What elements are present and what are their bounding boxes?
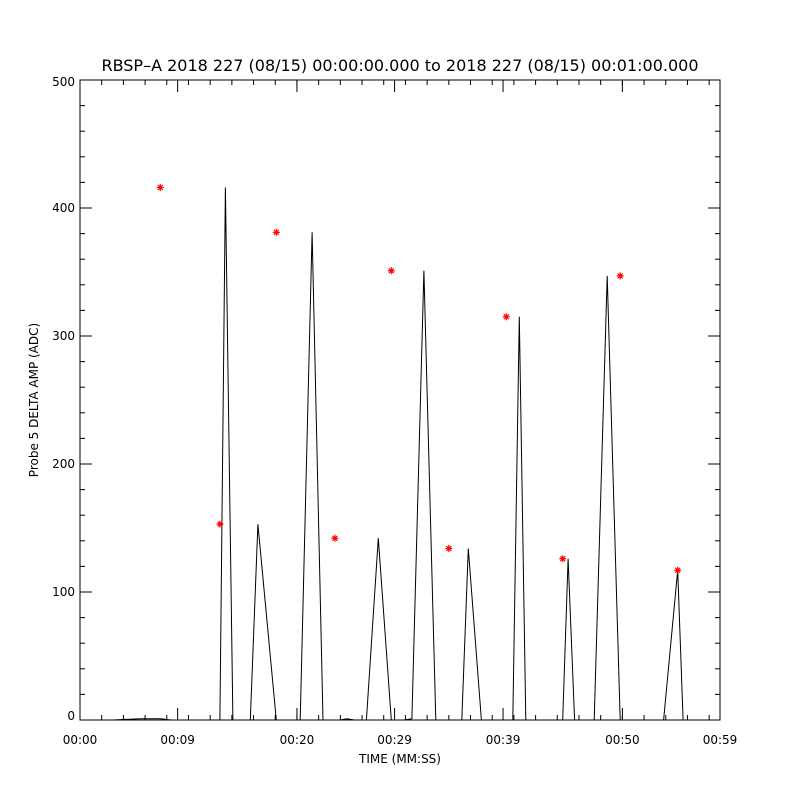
- series-lines: [80, 187, 720, 721]
- peak-marker-stroke: [273, 229, 280, 236]
- peak-marker: [674, 566, 682, 574]
- peak-marker-stroke: [559, 555, 566, 562]
- y-major-ticks: 0 100 200 300 400 500: [52, 75, 720, 723]
- x-tick-label: 00:09: [160, 733, 195, 747]
- peak-marker-stroke: [445, 545, 452, 552]
- peak-marker: [272, 228, 280, 236]
- plot-frame: [79, 79, 721, 721]
- y-tick-label: 200: [52, 457, 75, 471]
- peak-marker-stroke: [617, 272, 624, 279]
- x-tick-label: 00:50: [605, 733, 640, 747]
- peak-marker: [156, 184, 164, 192]
- peak-marker-stroke: [332, 535, 338, 542]
- series-line: [80, 187, 720, 721]
- x-minor-ticks: [101, 80, 710, 720]
- peak-marker: [387, 267, 395, 275]
- x-tick-label: 00:29: [377, 733, 412, 747]
- y-minor-ticks: [80, 79, 720, 721]
- y-tick-label: 0: [67, 709, 75, 723]
- peak-marker-stroke: [388, 267, 395, 274]
- peak-marker-stroke: [674, 567, 681, 574]
- chart-title: RBSP–A 2018 227 (08/15) 00:00:00.000 to …: [101, 56, 698, 75]
- x-major-ticks: 00:00 00:09 00:20 00:29 00:39 00:50 00:59: [63, 80, 738, 747]
- peak-marker: [616, 272, 624, 280]
- x-tick-label: 00:00: [63, 733, 98, 747]
- y-tick-label: 500: [52, 75, 75, 89]
- y-tick-label: 100: [52, 585, 75, 599]
- peak-marker: [445, 544, 453, 552]
- x-tick-label: 00:39: [486, 733, 521, 747]
- y-tick-label: 400: [52, 201, 75, 215]
- peak-marker-stroke: [217, 521, 223, 528]
- peak-marker-stroke: [503, 313, 510, 320]
- y-axis-label: Probe 5 DELTA AMP (ADC): [27, 323, 41, 477]
- peak-marker: [216, 520, 224, 528]
- x-axis-label: TIME (MM:SS): [358, 752, 441, 766]
- y-tick-label: 300: [52, 329, 75, 343]
- peak-markers: [156, 184, 682, 574]
- x-tick-label: 00:59: [703, 733, 738, 747]
- peak-marker-stroke: [157, 184, 164, 191]
- peak-marker: [331, 534, 339, 542]
- peak-marker: [502, 313, 510, 321]
- x-tick-label: 00:20: [280, 733, 315, 747]
- peak-marker: [559, 555, 567, 563]
